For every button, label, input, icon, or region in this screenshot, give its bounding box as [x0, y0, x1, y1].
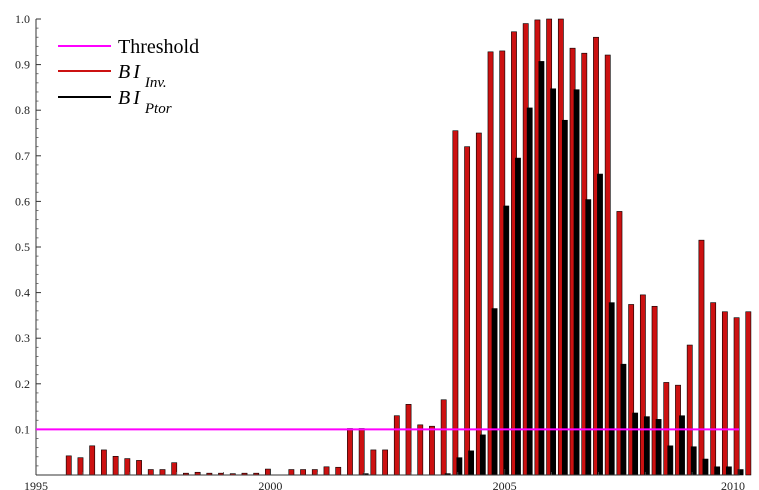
bar-bi-ptor-26: [737, 469, 744, 476]
bar-bi-inv-57: [745, 311, 752, 476]
bar-bi-inv-25: [370, 449, 377, 476]
bar-bi-inv-23: [347, 428, 353, 476]
bar-bi-ptor-12: [573, 89, 580, 476]
y-tick-label-4: 0.5: [15, 240, 30, 254]
bar-bi-inv-7: [147, 469, 154, 476]
bar-bi-inv-32: [452, 130, 459, 476]
bar-bi-inv-2: [89, 445, 96, 476]
bar-bi-inv-5: [124, 458, 131, 476]
bar-bi-ptor-13: [585, 199, 592, 476]
y-tick-label-6: 0.7: [15, 149, 30, 163]
y-tick-label-5: 0.6: [15, 194, 30, 208]
series-bi-ptor: [362, 61, 744, 476]
x-tick-label-2: 2005: [493, 479, 517, 490]
bar-bi-inv-22: [335, 466, 342, 476]
bar-bi-inv-53: [698, 239, 705, 476]
bar-bi-inv-29: [417, 424, 424, 476]
bar-bi-inv-24: [358, 428, 365, 476]
x-tick-label-3: 2010: [721, 479, 745, 490]
bar-bi-inv-31: [440, 399, 447, 476]
y-tick-label-0: 0.1: [15, 422, 30, 436]
bar-bi-inv-27: [393, 415, 400, 476]
axes: 0.1 0.2 0.3 0.4 0.5 0.6 0.7 0.8 0.9 1.0 1995 2000 20…: [15, 12, 745, 490]
bar-bi-inv-9: [171, 462, 178, 476]
legend-label-threshold: Threshold: [118, 36, 199, 58]
bar-bi-inv-20: [311, 469, 318, 476]
bar-bi-ptor-16: [620, 363, 627, 476]
bar-bi-inv-54: [710, 302, 717, 476]
bar-bi-inv-56: [733, 317, 740, 476]
bar-bi-inv-34: [475, 132, 482, 476]
bar-bi-inv-21: [323, 466, 330, 476]
bar-bi-inv-6: [136, 460, 142, 476]
y-tick-label-7: 0.8: [15, 103, 30, 117]
bar-bi-ptor-22: [690, 446, 697, 476]
bar-bi-inv-1: [77, 457, 84, 476]
bar-bi-inv-3: [101, 449, 107, 476]
x-tick-label-1: 2000: [258, 479, 282, 490]
bar-bi-inv-33: [464, 146, 471, 476]
y-tick-label-2: 0.3: [15, 331, 30, 345]
bar-bi-inv-0: [65, 455, 72, 476]
bar-bi-inv-26: [382, 449, 388, 476]
bar-bi-ptor-17: [632, 412, 639, 476]
y-tick-label-9: 1.0: [15, 12, 30, 26]
bar-bi-inv-8: [159, 469, 166, 476]
y-tick-label-8: 0.9: [15, 58, 30, 72]
x-tick-label-0: 1995: [24, 479, 48, 490]
bar-bi-inv-18: [288, 469, 295, 476]
bar-bi-inv-55: [721, 311, 728, 476]
bar-bi-ptor-25: [725, 466, 732, 476]
bar-bi-inv-19: [300, 469, 306, 476]
bar-bi-ptor-9: [538, 61, 545, 476]
bar-bi-inv-17: [265, 468, 271, 476]
bar-bi-ptor-21: [679, 415, 685, 476]
bar-bi-ptor-24: [714, 466, 721, 476]
bar-bi-ptor-10: [550, 88, 557, 476]
bar-bi-ptor-8: [526, 107, 533, 476]
legend: Threshold BI Inv. BI Ptor: [58, 36, 199, 117]
bar-bi-ptor-3: [468, 450, 475, 476]
bar-bi-inv-30: [429, 425, 435, 476]
bar-bi-ptor-18: [643, 416, 650, 476]
bar-bi-ptor-5: [491, 308, 498, 476]
bar-bi-ptor-20: [667, 445, 674, 476]
bar-bi-inv-4: [112, 455, 119, 476]
bar-bi-ptor-11: [561, 119, 568, 476]
legend-label-bi-ptor: BI Ptor: [118, 87, 172, 117]
bar-bi-ptor-23: [702, 458, 709, 476]
bar-bi-inv-28: [405, 404, 412, 476]
y-tick-label-3: 0.4: [15, 286, 30, 300]
legend-label-bi-inv: BI Inv.: [118, 61, 167, 91]
bar-bi-ptor-15: [608, 302, 615, 476]
bar-bi-ptor-4: [479, 434, 486, 476]
bar-bi-ptor-7: [515, 157, 521, 476]
y-tick-label-1: 0.2: [15, 377, 30, 391]
series-bi-inv: [65, 18, 752, 476]
bar-bi-ptor-6: [503, 205, 510, 476]
bar-bi-ptor-19: [655, 419, 662, 476]
